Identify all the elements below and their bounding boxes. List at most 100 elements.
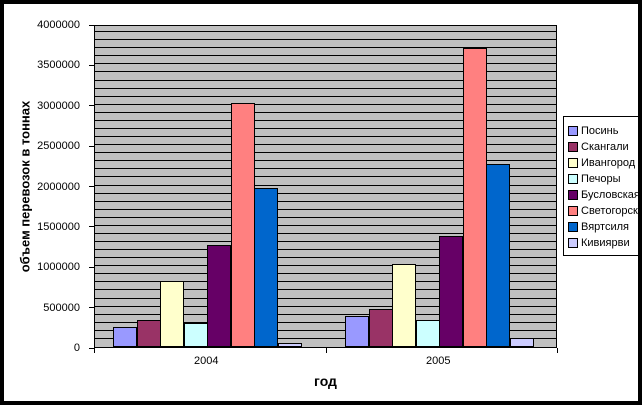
gridline	[95, 265, 556, 267]
chart-bar	[509, 338, 534, 347]
legend-color-swatch-icon	[568, 126, 578, 136]
gridline	[95, 305, 556, 307]
y-tick-label: 3000000	[37, 99, 80, 112]
legend-color-swatch-icon	[568, 206, 578, 216]
y-tick-label: 500000	[43, 301, 80, 314]
y-axis-title: объем перевозок в тоннах	[17, 100, 33, 273]
y-tick-label: 1000000	[37, 261, 80, 274]
gridline	[95, 200, 556, 202]
legend-item: Вяртсиля	[568, 219, 638, 235]
y-tick-label: 3500000	[37, 59, 80, 72]
legend-item: Светогорск	[568, 203, 638, 219]
gridline	[95, 127, 556, 129]
legend-label: Посинь	[581, 125, 619, 137]
gridline	[95, 249, 556, 251]
legend-item: Печоры	[568, 171, 638, 187]
gridline	[95, 152, 556, 154]
chart-bar	[392, 264, 416, 347]
gridline	[95, 184, 556, 186]
plot-area	[94, 25, 557, 348]
y-tick-mark	[89, 226, 94, 228]
legend-item: Ивангород	[568, 155, 638, 171]
gridline	[95, 313, 556, 315]
gridline	[95, 103, 556, 105]
y-tick-mark	[89, 347, 94, 349]
gridline	[95, 232, 556, 234]
y-tick-mark	[89, 105, 94, 107]
gridline	[95, 337, 556, 339]
chart-bar	[113, 327, 137, 347]
y-tick-mark	[89, 186, 94, 187]
gridline	[95, 289, 556, 291]
legend-color-swatch-icon	[568, 238, 578, 248]
gridline	[95, 63, 556, 65]
y-tick-mark	[89, 266, 94, 268]
gridline	[95, 297, 556, 299]
gridline	[95, 95, 556, 97]
y-tick-mark	[89, 24, 94, 26]
chart-bar	[254, 188, 278, 347]
legend-color-swatch-icon	[568, 142, 578, 152]
legend-label: Вяртсиля	[581, 221, 629, 233]
gridline	[95, 47, 556, 49]
gridline	[95, 241, 556, 243]
gridline	[95, 71, 556, 73]
chart-bar	[183, 323, 208, 347]
gridline	[95, 119, 556, 121]
legend-label: Скангали	[581, 141, 629, 153]
gridline	[95, 160, 556, 162]
legend-label: Светогорск	[581, 205, 638, 217]
x-axis-title: год	[314, 373, 337, 389]
gridline	[95, 281, 556, 283]
gridline	[95, 257, 556, 259]
gridline	[95, 111, 556, 113]
legend: Посинь Скангали Ивангород Печоры Бусловская С…	[563, 116, 638, 256]
chart-bar	[345, 316, 369, 347]
legend-color-swatch-icon	[568, 222, 578, 232]
gridline	[95, 144, 556, 146]
gridline	[95, 168, 556, 170]
legend-label: Кивиярви	[581, 237, 630, 249]
gridline	[95, 321, 556, 323]
x-tick-mark	[325, 348, 327, 353]
legend-item: Кивиярви	[568, 235, 638, 251]
y-tick-label: 2500000	[37, 140, 80, 153]
x-category-label: 2005	[426, 355, 451, 367]
legend-color-swatch-icon	[568, 158, 578, 168]
chart-bar	[486, 164, 510, 347]
y-tick-label: 2000000	[37, 180, 80, 193]
legend-label: Печоры	[581, 173, 621, 185]
legend-color-swatch-icon	[568, 190, 578, 200]
chart-bar	[136, 320, 161, 347]
chart-bar	[277, 343, 302, 347]
gridline	[95, 87, 556, 89]
gridline	[95, 136, 556, 138]
gridline	[95, 79, 556, 81]
gridline	[95, 39, 556, 41]
chart-bar	[439, 236, 463, 347]
chart-bar	[415, 320, 440, 347]
gridline	[95, 208, 556, 210]
chart-bar	[462, 48, 487, 347]
gridline	[95, 273, 556, 275]
chart-bar	[230, 103, 255, 347]
chart-bar	[368, 309, 393, 347]
gridline	[95, 329, 556, 331]
legend-item: Скангали	[568, 139, 638, 155]
legend-item: Бусловская	[568, 187, 638, 203]
y-tick-label: 0	[73, 342, 80, 354]
x-category-label: 2004	[194, 355, 219, 367]
legend-label: Ивангород	[581, 157, 636, 169]
chart-bar	[160, 281, 184, 347]
x-tick-mark	[94, 348, 95, 353]
gridline	[95, 192, 556, 194]
y-tick-label: 1500000	[37, 220, 80, 233]
y-tick-mark	[89, 145, 94, 147]
chart-bar	[207, 245, 231, 347]
y-tick-label: 4000000	[37, 19, 80, 31]
legend-label: Бусловская	[581, 189, 638, 201]
gridline	[95, 31, 556, 33]
gridline	[95, 176, 556, 178]
legend-color-swatch-icon	[568, 174, 578, 184]
